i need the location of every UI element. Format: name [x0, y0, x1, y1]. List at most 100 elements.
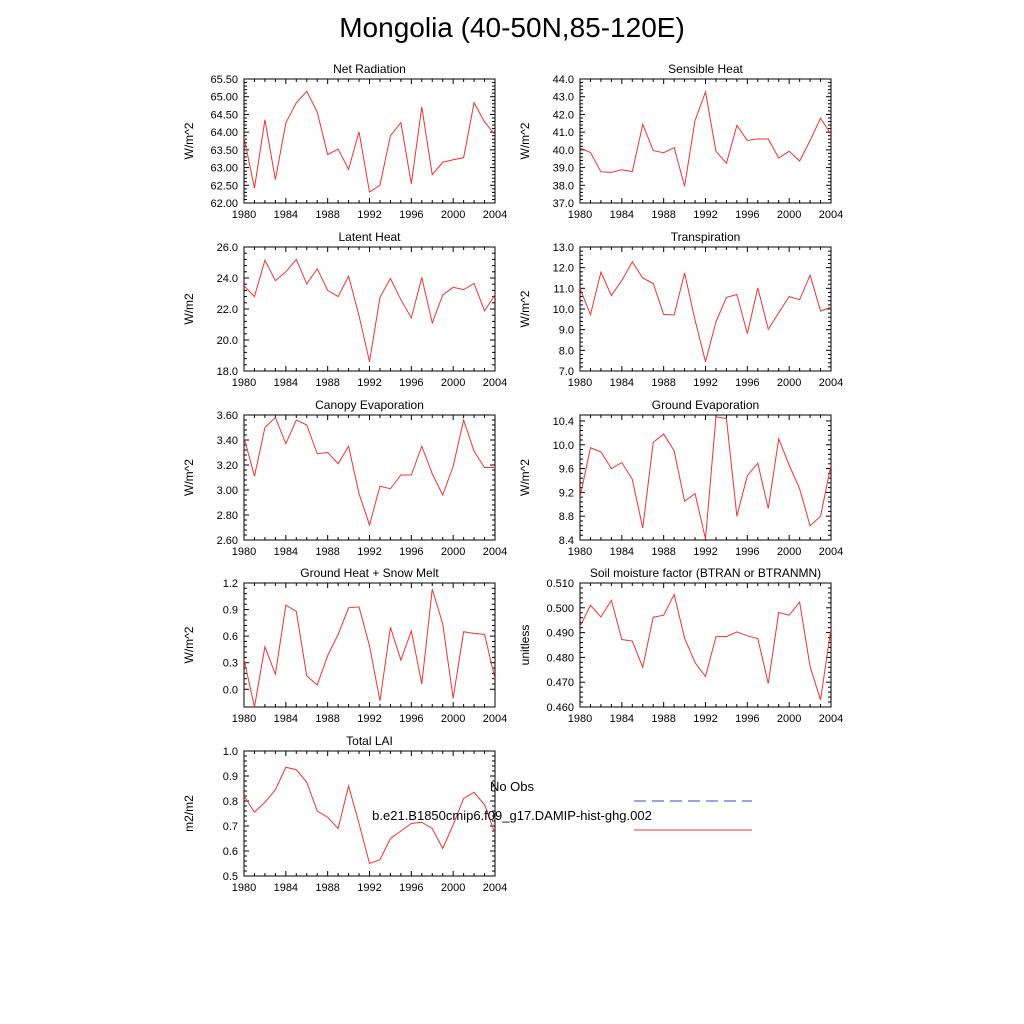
panel-soil-moisture-factor-btran-or-btranmn-xtick-label: 1980 [568, 713, 592, 725]
panel-net-radiation-ytick-label: 63.00 [210, 163, 238, 175]
panel-total-lai-ytick-label: 0.7 [223, 821, 238, 833]
panel-soil-moisture-factor-btran-or-btranmn-ytick-label: 0.500 [546, 603, 574, 615]
panel-sensible-heat-title: Sensible Heat [668, 62, 743, 76]
panel-transpiration-ytick-label: 9.0 [559, 325, 574, 337]
panel-transpiration-ytick-label: 10.0 [553, 304, 574, 316]
panel-canopy-evaporation-ytick-label: 2.60 [217, 535, 238, 547]
panel-ground-evaporation-ytick-label: 10.4 [553, 416, 574, 428]
panel-transpiration-series-line [580, 260, 831, 362]
panel-soil-moisture-factor-btran-or-btranmn-xtick-label: 2000 [777, 713, 801, 725]
panel-latent-heat-ytick-label: 22.0 [217, 304, 238, 316]
panel-ground-evaporation-xtick-label: 1992 [693, 546, 717, 558]
panel-latent-heat-xtick-label: 1988 [315, 377, 339, 389]
panel-latent-heat-xtick-label: 2004 [483, 377, 507, 389]
figure-title: Mongolia (40-50N,85-120E) [339, 12, 685, 43]
panel-net-radiation-ytick-label: 64.50 [210, 109, 238, 121]
panel-transpiration: Transpiration W/m^2 1980 1984 1988 1992 1996 20… [518, 230, 843, 389]
panel-ground-heat-snow-melt-series-line [244, 589, 495, 707]
panel-sensible-heat-ytick-label: 38.0 [553, 180, 574, 192]
panel-net-radiation-xtick-label: 1992 [357, 209, 381, 221]
panel-soil-moisture-factor-btran-or-btranmn-xtick-label: 1992 [693, 713, 717, 725]
panel-net-radiation-xtick-label: 1988 [315, 209, 339, 221]
panel-latent-heat-xtick-label: 1996 [399, 377, 423, 389]
panel-ground-evaporation-frame [579, 414, 832, 541]
panel-canopy-evaporation-xtick-label: 1992 [357, 546, 381, 558]
panel-ground-evaporation-xtick-label: 2004 [819, 546, 843, 558]
panel-canopy-evaporation-ytick-label: 3.40 [217, 435, 238, 447]
panel-sensible-heat-ylabel: W/m^2 [518, 122, 532, 159]
panel-ground-heat-snow-melt-ytick-label: 1.2 [223, 578, 238, 590]
panel-latent-heat: Latent Heat W/m2 1980 1984 1988 1992 1996 2000 2… [182, 230, 507, 389]
panel-soil-moisture-factor-btran-or-btranmn-xtick-label: 1996 [735, 713, 759, 725]
panel-net-radiation-frame [243, 78, 496, 204]
legend-label-model-run: b.e21.B1850cmip6.f09_g17.DAMIP-hist-ghg.… [372, 808, 652, 823]
panel-total-lai-ytick-label: 0.8 [223, 796, 238, 808]
panel-net-radiation-series-line [244, 90, 495, 193]
panel-net-radiation-title: Net Radiation [333, 62, 406, 76]
panel-transpiration-xtick-label: 2004 [819, 377, 843, 389]
panel-ground-evaporation-xtick-label: 1984 [610, 546, 634, 558]
panel-canopy-evaporation: Canopy Evaporation W/m^2 1980 1984 1988 1992 1… [182, 398, 507, 558]
panel-transpiration-ytick-label: 7.0 [559, 366, 574, 378]
panel-latent-heat-title: Latent Heat [338, 230, 401, 244]
panel-latent-heat-xtick-label: 2000 [441, 377, 465, 389]
panel-ground-heat-snow-melt-ytick-label: 0.0 [223, 684, 238, 696]
panel-ground-heat-snow-melt-xtick-label: 1980 [232, 713, 256, 725]
panel-latent-heat-ytick-label: 18.0 [217, 366, 238, 378]
panel-sensible-heat-xtick-label: 2000 [777, 209, 801, 221]
panel-total-lai-xtick-label: 1992 [357, 882, 381, 894]
panel-latent-heat-ytick-label: 24.0 [217, 273, 238, 285]
panel-transpiration-ytick-label: 13.0 [553, 242, 574, 254]
panel-total-lai-xtick-label: 2004 [483, 882, 507, 894]
panel-soil-moisture-factor-btran-or-btranmn-ytick-label: 0.510 [546, 578, 574, 590]
panel-soil-moisture-factor-btran-or-btranmn-ytick-label: 0.460 [546, 702, 574, 714]
panel-soil-moisture-factor-btran-or-btranmn: Soil moisture factor (BTRAN or BTRANMN) u… [518, 566, 843, 725]
panel-sensible-heat-xtick-label: 1988 [651, 209, 675, 221]
panel-net-radiation-ylabel: W/m^2 [182, 122, 196, 159]
panel-latent-heat-xtick-label: 1992 [357, 377, 381, 389]
panel-latent-heat-ylabel: W/m2 [182, 293, 196, 325]
panel-soil-moisture-factor-btran-or-btranmn-ytick-label: 0.470 [546, 677, 574, 689]
panel-ground-heat-snow-melt-ytick-label: 0.3 [223, 658, 238, 670]
panel-canopy-evaporation-ylabel: W/m^2 [182, 459, 196, 496]
panel-ground-heat-snow-melt-ytick-label: 0.6 [223, 631, 238, 643]
panel-ground-evaporation-xtick-label: 2000 [777, 546, 801, 558]
panel-latent-heat-xtick-label: 1984 [274, 377, 298, 389]
panel-sensible-heat-ytick-label: 42.0 [553, 109, 574, 121]
panel-canopy-evaporation-xtick-label: 1980 [232, 546, 256, 558]
panel-canopy-evaporation-xtick-label: 2000 [441, 546, 465, 558]
panel-transpiration-title: Transpiration [671, 230, 741, 244]
panel-sensible-heat-xtick-label: 2004 [819, 209, 843, 221]
panel-net-radiation-ytick-label: 62.00 [210, 198, 238, 210]
panel-net-radiation-xtick-label: 1980 [232, 209, 256, 221]
panel-total-lai-ylabel: m2/m2 [182, 795, 196, 832]
panel-total-lai-xtick-label: 1988 [315, 882, 339, 894]
panel-transpiration-ytick-label: 8.0 [559, 345, 574, 357]
panel-sensible-heat-xtick-label: 1984 [610, 209, 634, 221]
panel-canopy-evaporation-ytick-label: 3.20 [217, 460, 238, 472]
panel-latent-heat-series-line [244, 258, 495, 362]
panel-ground-evaporation-ytick-label: 10.0 [553, 440, 574, 452]
panel-canopy-evaporation-ytick-label: 3.60 [217, 410, 238, 422]
panel-canopy-evaporation-title: Canopy Evaporation [315, 398, 424, 412]
panel-ground-heat-snow-melt-xtick-label: 2004 [483, 713, 507, 725]
panel-total-lai-xtick-label: 1996 [399, 882, 423, 894]
panel-transpiration-xtick-label: 2000 [777, 377, 801, 389]
panel-net-radiation-ytick-label: 64.00 [210, 127, 238, 139]
panel-ground-evaporation-series-line [580, 416, 831, 539]
panel-transpiration-xtick-label: 1996 [735, 377, 759, 389]
panel-net-radiation-ytick-label: 65.50 [210, 74, 238, 86]
panel-net-radiation-ytick-label: 65.00 [210, 92, 238, 104]
panel-ground-heat-snow-melt-xtick-label: 2000 [441, 713, 465, 725]
panel-latent-heat-frame [243, 246, 496, 372]
panel-total-lai-xtick-label: 2000 [441, 882, 465, 894]
panel-latent-heat-ytick-label: 20.0 [217, 335, 238, 347]
panel-ground-heat-snow-melt-xtick-label: 1984 [274, 713, 298, 725]
panel-net-radiation-xtick-label: 1996 [399, 209, 423, 221]
panel-canopy-evaporation-xtick-label: 2004 [483, 546, 507, 558]
panel-net-radiation-xtick-label: 1984 [274, 209, 298, 221]
panel-ground-evaporation-xtick-label: 1980 [568, 546, 592, 558]
panel-sensible-heat: Sensible Heat W/m^2 1980 1984 1988 1992 1996 20… [518, 62, 843, 221]
panel-canopy-evaporation-xtick-label: 1984 [274, 546, 298, 558]
